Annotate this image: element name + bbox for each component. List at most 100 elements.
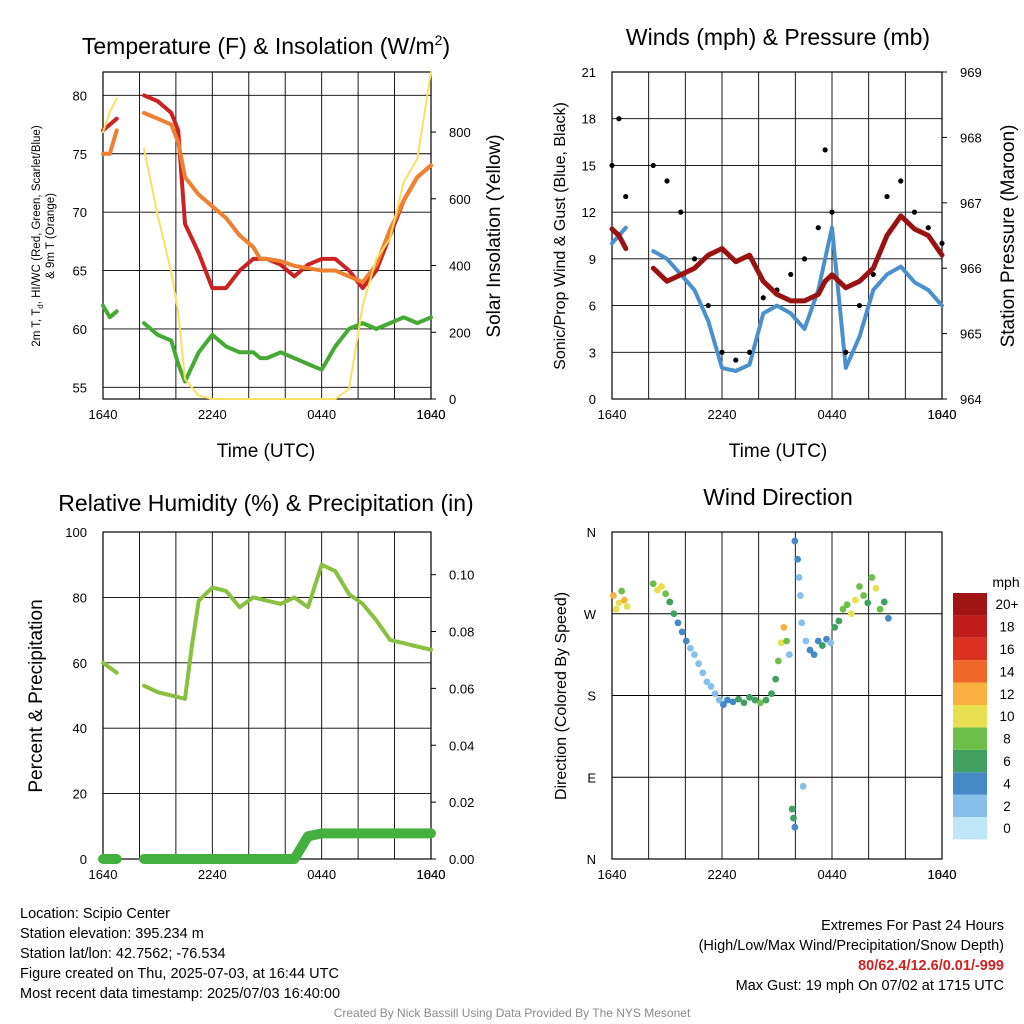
direction-point [695,660,703,668]
y-tick-label: 9 [589,252,596,267]
direction-panel: Wind Direction Direction (Colored By Spe… [553,484,1020,800]
x-tick-label: 0440 [307,867,336,882]
legend-swatch [953,682,987,705]
extremes-values: 80/62.4/12.6/0.01/-999 [858,958,1004,974]
series-9m-t [101,128,119,156]
y-tick-label: 40 [73,721,87,736]
direction-point [724,696,731,704]
direction-point [757,699,764,707]
direction-point [609,592,617,599]
max-gust-text: Max Gust: 19 mph On 07/02 at 1715 UTC [735,978,1004,994]
extremes-heading: Extremes For Past 24 Hours [821,918,1004,934]
speed-legend: 0 2 4 6 8 10 12 14 16 18 20+ [953,593,1019,840]
y2-tick-label: 400 [449,259,471,274]
direction-ylabel: Direction (Colored By Speed) [553,592,570,800]
y-tick-label: 0 [589,392,596,407]
gust-point [815,225,821,231]
series-solar [102,97,118,134]
direction-point [880,598,888,606]
direction-point [623,603,631,610]
legend-label: 20+ [996,597,1019,612]
y2-tick-label: 968 [960,130,982,145]
direction-point [831,623,839,631]
x-tick-label: 0440 [818,407,847,422]
direction-point [806,646,814,654]
legend-label: 14 [999,664,1015,679]
x-tick-label: 1640 [89,407,118,422]
direction-point [798,619,806,627]
legend-label: 0 [1003,821,1011,836]
x-tick-label: 1640 [417,867,446,882]
direction-point [802,637,810,645]
plot-area-1: 1640 2240 0440 1040164055606570758002004006… [73,71,471,422]
gust-point [623,193,629,200]
y-tick-label: N [587,525,596,540]
gust-point [856,302,863,309]
direction-title: Wind Direction [703,484,853,510]
direction-point [783,637,791,645]
legend-swatch [953,615,987,638]
direction-point [799,782,807,790]
direction-point [768,690,775,698]
y-tick-label: 0 [80,852,87,867]
direction-point [682,637,690,645]
direction-point [678,628,686,636]
gust-point [678,209,684,215]
direction-point [851,596,859,604]
series-pressure [609,226,629,252]
legend-label: 18 [999,620,1014,635]
y-tick-label: W [584,607,597,622]
y2-tick-label: 967 [960,196,982,211]
direction-point [843,601,851,609]
solar-y2label: Solar Insolation (Yellow) [484,134,505,337]
gust-point [843,349,849,355]
y2-tick-label: 0.08 [449,625,474,640]
gust-point [939,240,945,246]
y2-tick-label: 969 [960,65,982,80]
x-tick-label: 1040 [928,407,957,422]
direction-point [686,644,694,652]
y2-tick-label: 0.10 [449,568,474,583]
series-9m-t [142,110,433,285]
elevation-text: Station elevation: 395.234 m [20,926,204,942]
y-tick-label: 60 [73,322,87,337]
gust-point [911,209,918,215]
gust-point [925,225,931,231]
y2-tick-label: 600 [449,192,471,207]
pressure-y2label: Station Pressure (Maroon) [998,125,1019,348]
y-tick-label: 55 [73,380,87,395]
direction-point [788,805,796,813]
direction-point [740,699,748,707]
speed-legend-title: mph [992,574,1019,590]
direction-point [772,675,780,683]
direction-point [618,587,626,595]
legend-label: 6 [1003,754,1011,769]
gust-point [801,256,808,262]
direction-point [670,610,678,618]
direction-point [814,637,822,645]
direction-point [649,580,657,588]
y-tick-label: S [587,689,596,704]
legend-label: 10 [999,709,1014,724]
plot-area-3: 1640 2240 0440 104016400204060801000.000.02… [65,525,474,882]
direction-point [729,698,737,706]
temperature-ylabel: 2m T, Td, HI/WC (Red, Green, Scarlet/Blu… [31,125,45,346]
legend-label: 8 [1003,732,1011,747]
direction-point [876,605,884,613]
direction-point [785,651,793,659]
gust-point [898,178,904,184]
legend-label: 2 [1003,799,1011,814]
series-2m-t [142,93,433,291]
station-info: Location: Scipio Center Station elevatio… [20,904,340,1004]
y-tick-label: 75 [73,147,87,162]
y2-tick-label: 964 [960,392,982,407]
gust-point [822,147,828,153]
legend-swatch [953,660,987,683]
x-tick-label: 0440 [307,407,336,422]
gust-point [746,349,753,355]
recent-text: Most recent data timestamp: 2025/07/03 1… [20,986,341,1002]
legend-swatch [953,727,987,750]
y-tick-label: 20 [73,787,87,802]
created-text: Figure created on Thu, 2025-07-03, at 16… [20,966,339,982]
credit-text: Created By Nick Bassill Using Data Provi… [333,1006,691,1020]
